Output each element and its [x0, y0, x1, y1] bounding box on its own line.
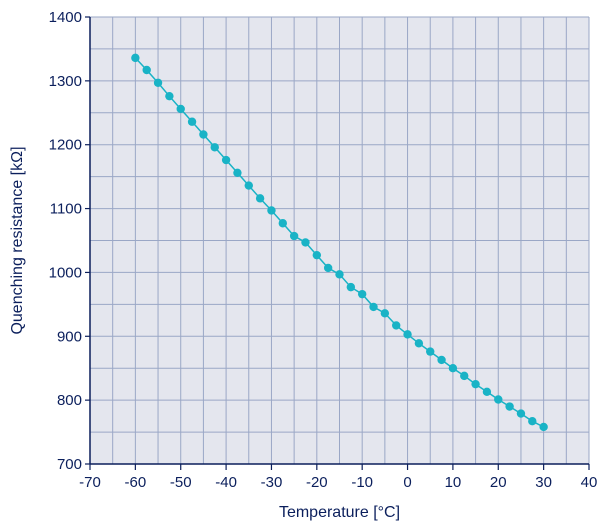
data-point — [357, 289, 367, 299]
data-point — [187, 117, 197, 126]
data-point — [414, 339, 424, 348]
y-tick-label: 1300 — [49, 73, 82, 90]
x-axis-title: Temperature [°C] — [279, 504, 400, 521]
y-axis-title: Quenching resistance [kΩ] — [9, 146, 26, 334]
data-point — [142, 65, 151, 75]
data-point — [392, 321, 401, 330]
data-point — [210, 143, 219, 152]
x-tick-label: -40 — [215, 474, 237, 491]
data-point — [221, 155, 231, 165]
x-tick-label: -50 — [170, 474, 192, 491]
y-tick-label: 1200 — [49, 137, 82, 154]
data-point — [494, 395, 503, 404]
data-point — [369, 302, 378, 312]
data-point — [255, 194, 265, 203]
y-tick-label: 1400 — [49, 9, 82, 26]
data-point — [176, 104, 185, 114]
y-tick-label: 900 — [57, 328, 82, 345]
x-tick-label: 20 — [490, 474, 507, 491]
data-point — [301, 238, 310, 247]
data-point — [380, 309, 390, 318]
data-point — [505, 402, 514, 411]
axes — [85, 16, 590, 470]
x-tick-label: 40 — [581, 474, 598, 491]
data-point — [153, 78, 163, 87]
x-tick-label: -30 — [261, 474, 283, 491]
x-tick-label: -10 — [351, 474, 373, 491]
x-tick-label: 10 — [445, 474, 462, 491]
x-tick-label: -60 — [125, 474, 147, 491]
data-point — [131, 53, 140, 63]
data-point — [471, 379, 480, 389]
data-point — [233, 168, 242, 178]
data-point — [346, 282, 356, 292]
data-point — [460, 371, 469, 381]
x-tick-label: 0 — [403, 474, 411, 491]
x-tick-label: -20 — [306, 474, 328, 491]
y-tick-label: 1000 — [49, 264, 82, 281]
y-tick-label: 1100 — [50, 201, 82, 218]
data-point — [437, 355, 446, 365]
data-point — [426, 347, 435, 356]
data-point — [482, 387, 492, 397]
data-point — [528, 417, 537, 426]
data-point — [199, 130, 208, 139]
data-point — [312, 250, 322, 260]
data-point — [403, 330, 412, 339]
data-point — [244, 181, 253, 190]
data-point — [539, 422, 548, 432]
tick-labels: -70 -60 -50 -40 -30 -20 -10 0 10 20 30 40 700 800 900 1… — [49, 9, 598, 491]
data-point — [165, 91, 174, 101]
x-tick-label: 30 — [535, 474, 552, 491]
data-point — [448, 364, 458, 373]
x-tick-label: -70 — [79, 474, 101, 491]
data-point — [323, 263, 333, 273]
data-series — [131, 53, 548, 432]
y-tick-label: 800 — [57, 392, 82, 409]
data-point — [516, 409, 526, 418]
data-point — [278, 219, 287, 228]
data-point — [335, 270, 344, 279]
data-point — [289, 231, 299, 241]
grid — [89, 16, 590, 465]
y-tick-label: 700 — [57, 456, 82, 473]
data-point — [267, 206, 276, 215]
